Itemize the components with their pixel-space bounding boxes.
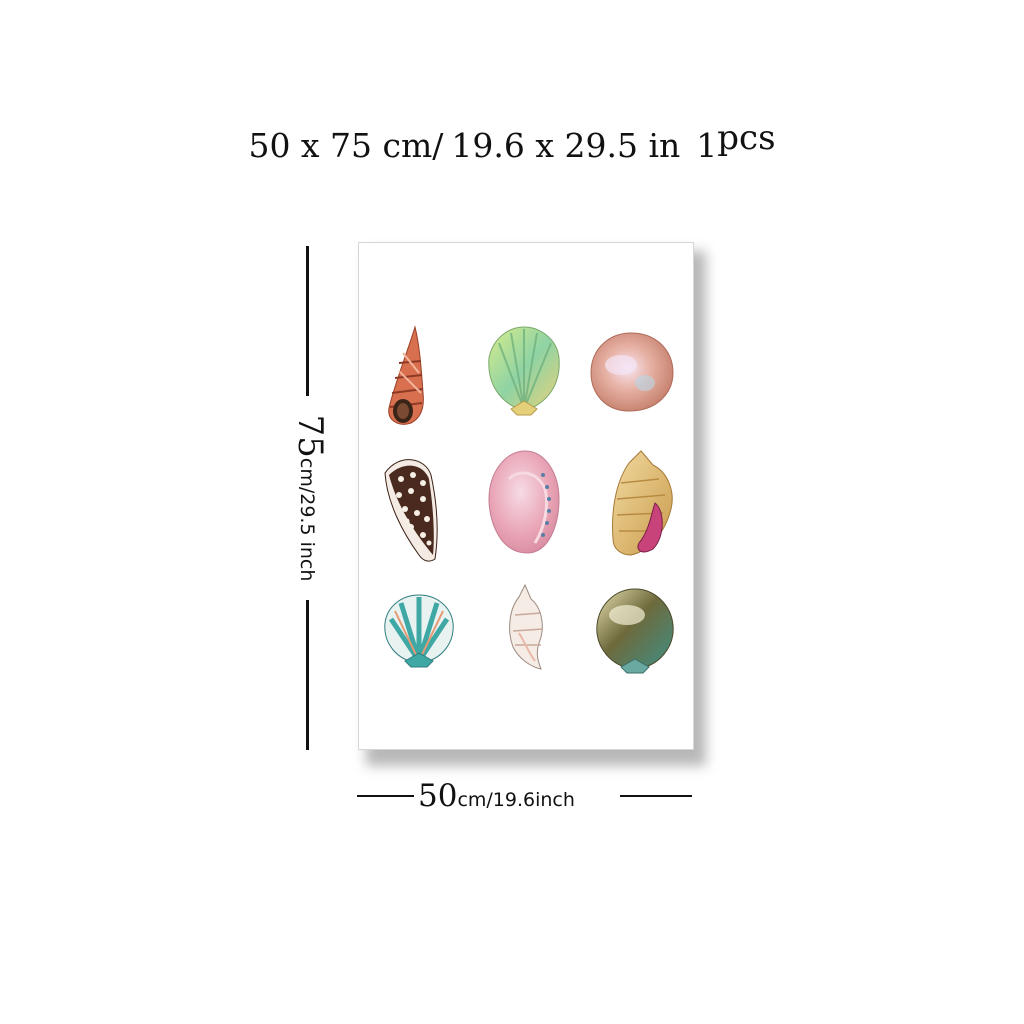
quantity-number: 1 bbox=[696, 126, 718, 165]
canvas-print bbox=[358, 242, 694, 750]
olive-scallop-shell bbox=[596, 588, 674, 674]
width-value: 50 bbox=[418, 778, 458, 814]
quantity-unit: pcs bbox=[717, 118, 776, 158]
height-value: 75 bbox=[290, 414, 330, 458]
width-dimension-line-left bbox=[357, 795, 414, 797]
size-title: 50 x 75 cm/19.6 x 29.5 in 1pcs bbox=[0, 118, 1024, 166]
golden-conch-shell bbox=[612, 450, 673, 556]
width-unit: cm/19.6inch bbox=[457, 789, 575, 811]
height-unit: cm/29.5 inch bbox=[296, 457, 318, 582]
width-dimension-label: 50cm/19.6inch bbox=[418, 778, 575, 814]
width-dimension-line-right bbox=[620, 795, 692, 797]
height-dimension-line-top bbox=[306, 246, 309, 396]
white-whelk-shell bbox=[509, 583, 544, 670]
spiral-orange-shell bbox=[388, 325, 424, 425]
pink-abalone-shell bbox=[488, 450, 560, 554]
size-cm-text: 50 x 75 cm/ bbox=[248, 126, 444, 165]
green-scallop-shell bbox=[488, 326, 560, 416]
pink-pearl-clam-shell bbox=[590, 332, 674, 412]
height-dimension-label: 75cm/29.5 inch bbox=[290, 415, 330, 582]
teal-scallop-shell bbox=[384, 594, 454, 668]
size-inch-text: 19.6 x 29.5 in bbox=[451, 126, 681, 165]
height-dimension-line-bottom bbox=[306, 600, 309, 750]
seashell-artwork bbox=[384, 325, 674, 674]
brown-cone-shell bbox=[384, 459, 438, 562]
